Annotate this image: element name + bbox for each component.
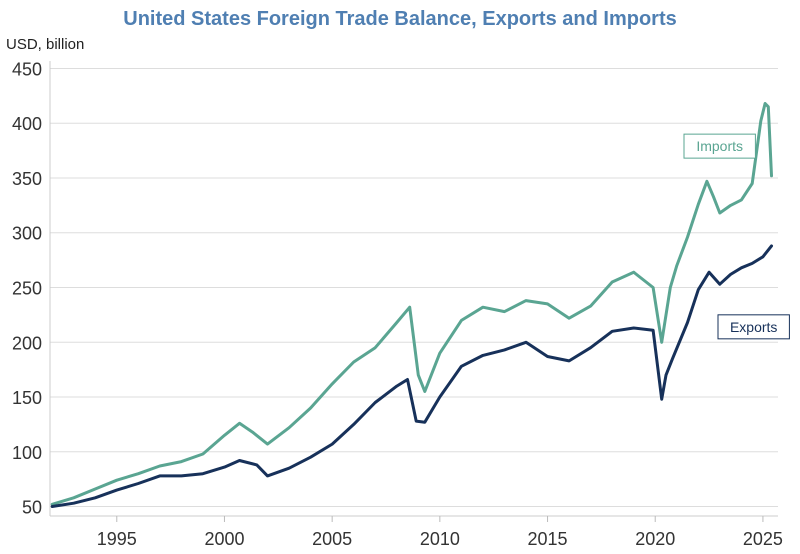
x-tick-label-2010: 2010	[420, 529, 460, 549]
y-tick-label-400: 400	[12, 114, 42, 134]
y-tick-label-250: 250	[12, 279, 42, 299]
series-label-box-imports	[683, 133, 756, 159]
x-tick-label-2000: 2000	[204, 529, 244, 549]
series-line-imports	[50, 102, 773, 506]
x-tick-label-2015: 2015	[528, 529, 568, 549]
series-label-exports: Exports	[730, 319, 777, 335]
y-tick-label-450: 450	[12, 59, 42, 79]
x-tick-label-1995: 1995	[97, 529, 137, 549]
x-tick-label-2020: 2020	[635, 529, 675, 549]
y-tick-label-200: 200	[12, 333, 42, 353]
series-label-imports: Imports	[696, 138, 743, 154]
series-line-exports	[50, 244, 773, 508]
x-tick-label-2025: 2025	[743, 529, 783, 549]
y-tick-label-50: 50	[22, 498, 42, 518]
series-label-box-exports	[717, 314, 790, 340]
chart-title: United States Foreign Trade Balance, Exp…	[123, 8, 677, 30]
y-axis-unit-label: USD, billion	[6, 36, 85, 53]
y-tick-label-100: 100	[12, 443, 42, 463]
y-tick-label-150: 150	[12, 388, 42, 408]
y-tick-label-350: 350	[12, 169, 42, 189]
y-tick-label-300: 300	[12, 224, 42, 244]
x-tick-label-2005: 2005	[312, 529, 352, 549]
